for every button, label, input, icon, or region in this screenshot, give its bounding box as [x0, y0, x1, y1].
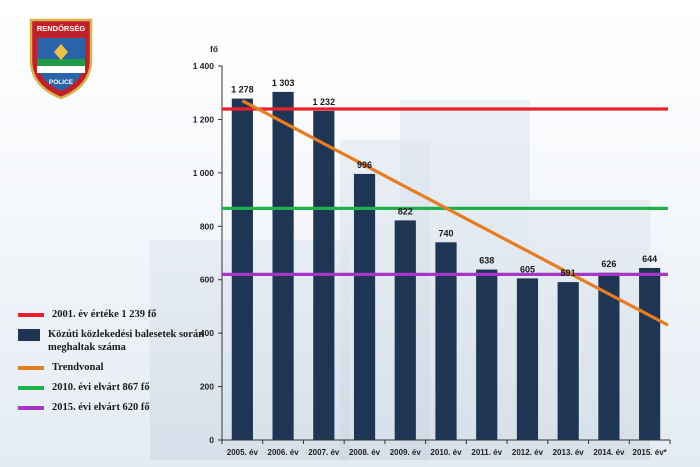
y-tick-label: 1 000 [193, 168, 215, 178]
badge-top-text: RENDŐRSÉG [37, 24, 86, 33]
legend-item-trend: Trendvonal [18, 361, 233, 374]
bar [353, 173, 376, 440]
bar [394, 220, 416, 440]
data-label: 740 [438, 228, 453, 238]
data-label: 644 [642, 254, 657, 264]
y-tick-label: 0 [209, 435, 214, 445]
x-tick-label: 2009. év [390, 448, 422, 457]
legend-label-deaths: Közúti közlekedési balesetek során megha… [48, 329, 205, 353]
legend-label-reference-2001: 2001. év értéke 1 239 fő [52, 309, 157, 320]
bar [516, 278, 539, 440]
trend-line-path [241, 99, 669, 327]
legend-item-target-2015: 2015. évi elvárt 620 fő [18, 401, 233, 414]
x-axis: 2005. év 2006. év 2007. év 2008. év 2009. év… [221, 439, 671, 457]
legend-label-trend: Trendvonal [52, 362, 104, 373]
bar [557, 282, 579, 440]
background-building-right [530, 200, 650, 460]
data-label: 1 303 [272, 78, 295, 88]
trend-line [241, 99, 669, 327]
y-tick-label: 1 400 [193, 61, 215, 71]
police-badge-logo: RENDŐRSÉG POLICE [29, 18, 93, 100]
data-label: 605 [520, 264, 535, 274]
legend-swatch-orange [18, 366, 44, 370]
legend-label-target-2010: 2010. évi elvárt 867 fő [52, 382, 150, 393]
data-label: 996 [357, 160, 372, 170]
value-labels: 1 278 1 303 1 232 996 822 740 638 605 591 626 644 [231, 78, 657, 278]
bars [231, 91, 661, 441]
legend-item-deaths: Közúti közlekedési balesetek során megha… [18, 328, 233, 354]
legend-label-target-2015: 2015. évi elvárt 620 fő [52, 402, 150, 413]
bar [476, 269, 498, 440]
legend-swatch-red [18, 313, 44, 317]
data-label: 626 [601, 259, 616, 269]
x-tick-label: 2005. év [227, 448, 259, 457]
x-tick-label: 2014. év [593, 448, 625, 457]
bar [435, 242, 457, 440]
bar [272, 91, 294, 441]
x-tick-label: 2008. év [349, 448, 381, 457]
y-tick-label: 800 [200, 221, 214, 231]
legend: 2001. év értéke 1 239 fő Közúti közleked… [18, 308, 233, 421]
x-tick-label: 2007. év [308, 448, 340, 457]
background-tower [400, 100, 530, 460]
y-axis: 0 200 400 600 800 1 000 1 200 1 400 fő [193, 44, 223, 445]
data-label: 1 278 [231, 85, 254, 95]
data-label: 591 [561, 268, 576, 278]
legend-swatch-purple [18, 406, 44, 410]
x-tick-label: 2012. év [512, 448, 544, 457]
y-tick-label: 200 [200, 382, 214, 392]
data-label: 1 232 [313, 97, 336, 107]
bar [231, 98, 253, 440]
x-tick-label: 2011. év [471, 448, 502, 457]
y-tick-label: 600 [200, 275, 214, 285]
data-label: 822 [398, 206, 413, 216]
legend-item-target-2010: 2010. évi elvárt 867 fő [18, 381, 233, 394]
x-tick-label: 2010. év [430, 448, 462, 457]
legend-swatch-bar [18, 329, 40, 341]
y-tick-label: 1 200 [193, 114, 215, 124]
y-axis-unit-label: fő [210, 44, 218, 54]
legend-item-reference-2001: 2001. év értéke 1 239 fő [18, 308, 233, 321]
badge-bottom-text: POLICE [49, 79, 74, 86]
legend-swatch-green [18, 386, 44, 390]
bar [639, 267, 661, 440]
bar [598, 272, 620, 440]
x-tick-label: 2013. év [553, 448, 585, 457]
x-tick-label: 2006. év [268, 448, 300, 457]
y-tick-label: 400 [200, 328, 214, 338]
data-label: 638 [479, 256, 494, 266]
x-tick-label: 2015. év* [633, 448, 668, 457]
